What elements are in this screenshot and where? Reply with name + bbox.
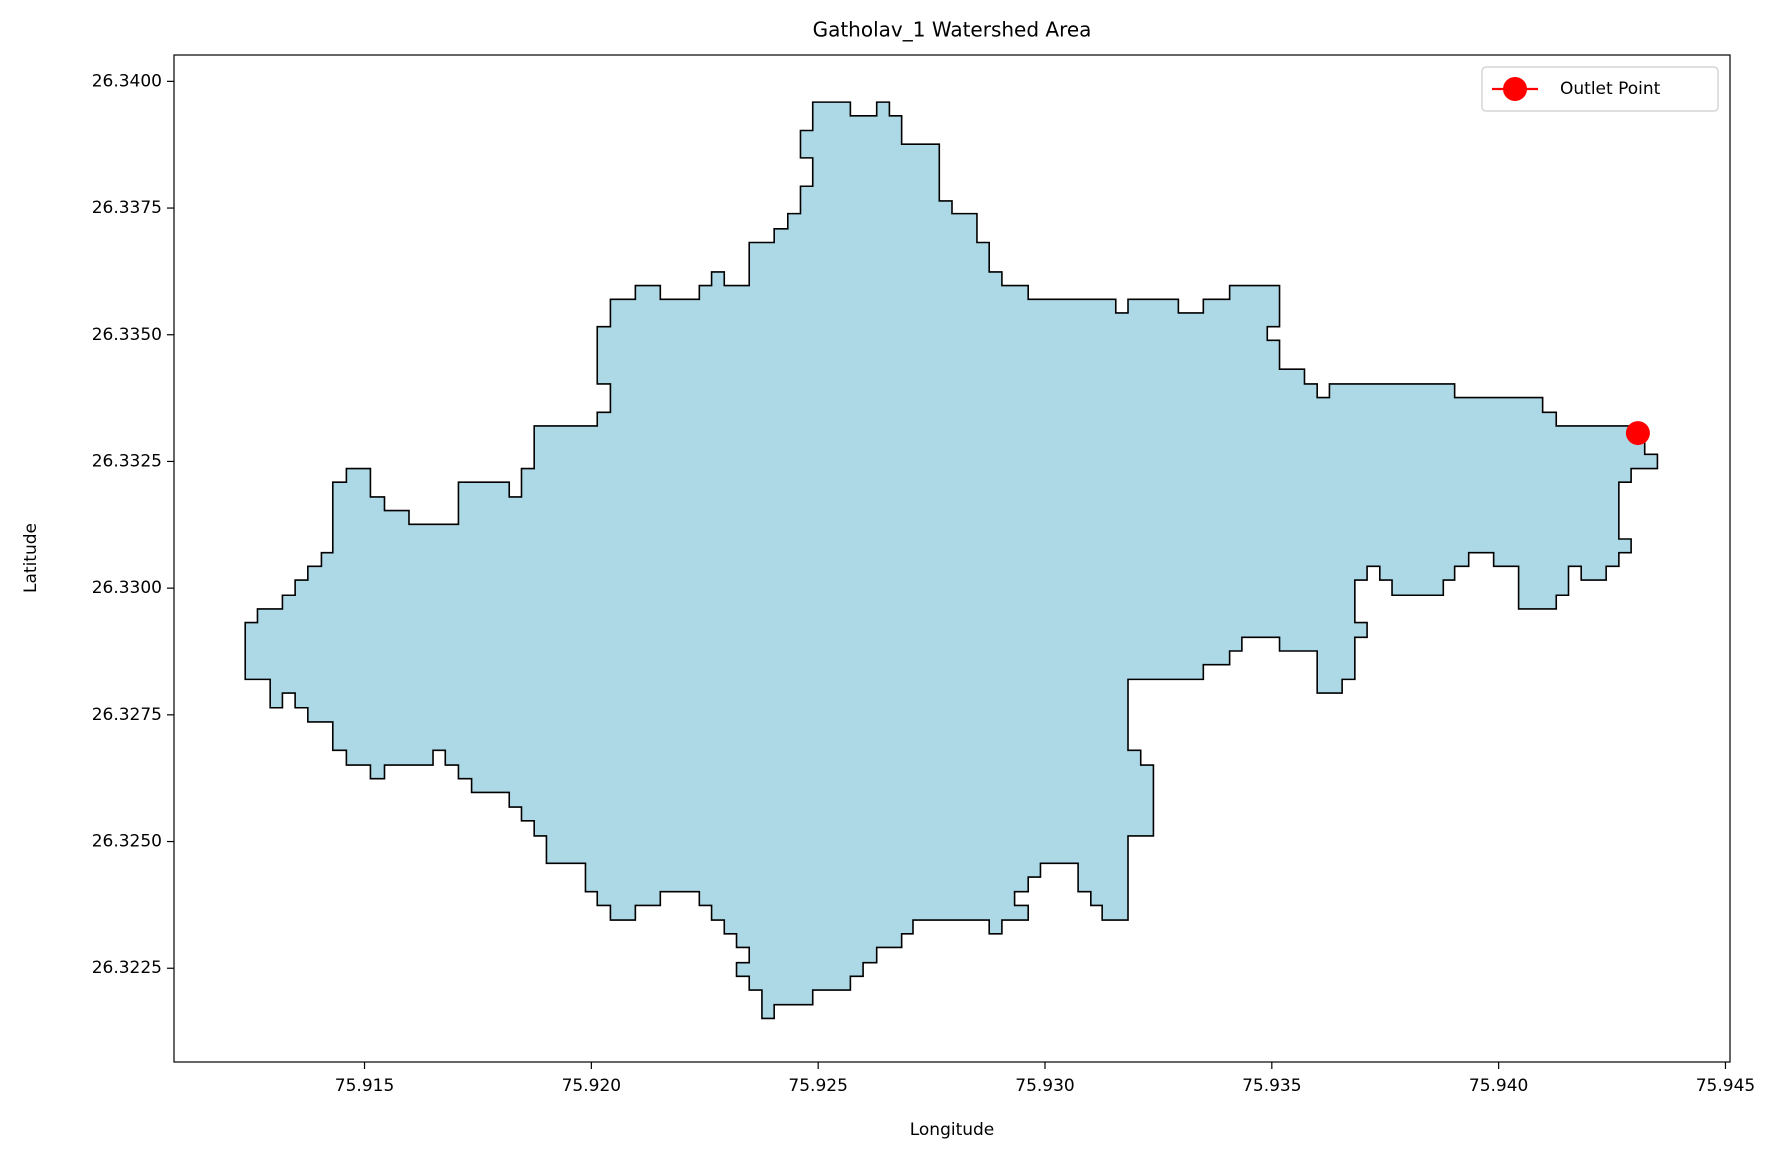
x-tick-label: 75.915 (335, 1076, 394, 1096)
chart-title: Gatholav_1 Watershed Area (813, 18, 1092, 42)
watershed-area (244, 101, 1659, 1020)
x-axis-label: Longitude (910, 1120, 995, 1140)
plot-frame (173, 54, 1731, 1063)
y-tick-label: 26.3350 (92, 325, 162, 345)
y-axis-label: Latitude (21, 523, 41, 593)
x-tick-label: 75.940 (1469, 1076, 1528, 1096)
x-tick-label: 75.925 (788, 1076, 847, 1096)
x-tick-label: 75.920 (562, 1076, 621, 1096)
x-tick-label: 75.945 (1696, 1076, 1755, 1096)
y-tick-label: 26.3250 (92, 832, 162, 852)
y-tick-label: 26.3400 (92, 71, 162, 91)
x-tick-label: 75.935 (1242, 1076, 1301, 1096)
y-tick-label: 26.3225 (92, 958, 162, 978)
y-tick-label: 26.3300 (92, 578, 162, 598)
x-tick-label: 75.930 (1015, 1076, 1074, 1096)
legend-marker (1503, 77, 1527, 101)
legend-label: Outlet Point (1560, 79, 1661, 99)
y-tick-label: 26.3275 (92, 705, 162, 725)
legend-box (1481, 66, 1719, 112)
y-tick-label: 26.3375 (92, 198, 162, 218)
outlet-point (1625, 421, 1650, 446)
y-tick-label: 26.3325 (92, 451, 162, 471)
